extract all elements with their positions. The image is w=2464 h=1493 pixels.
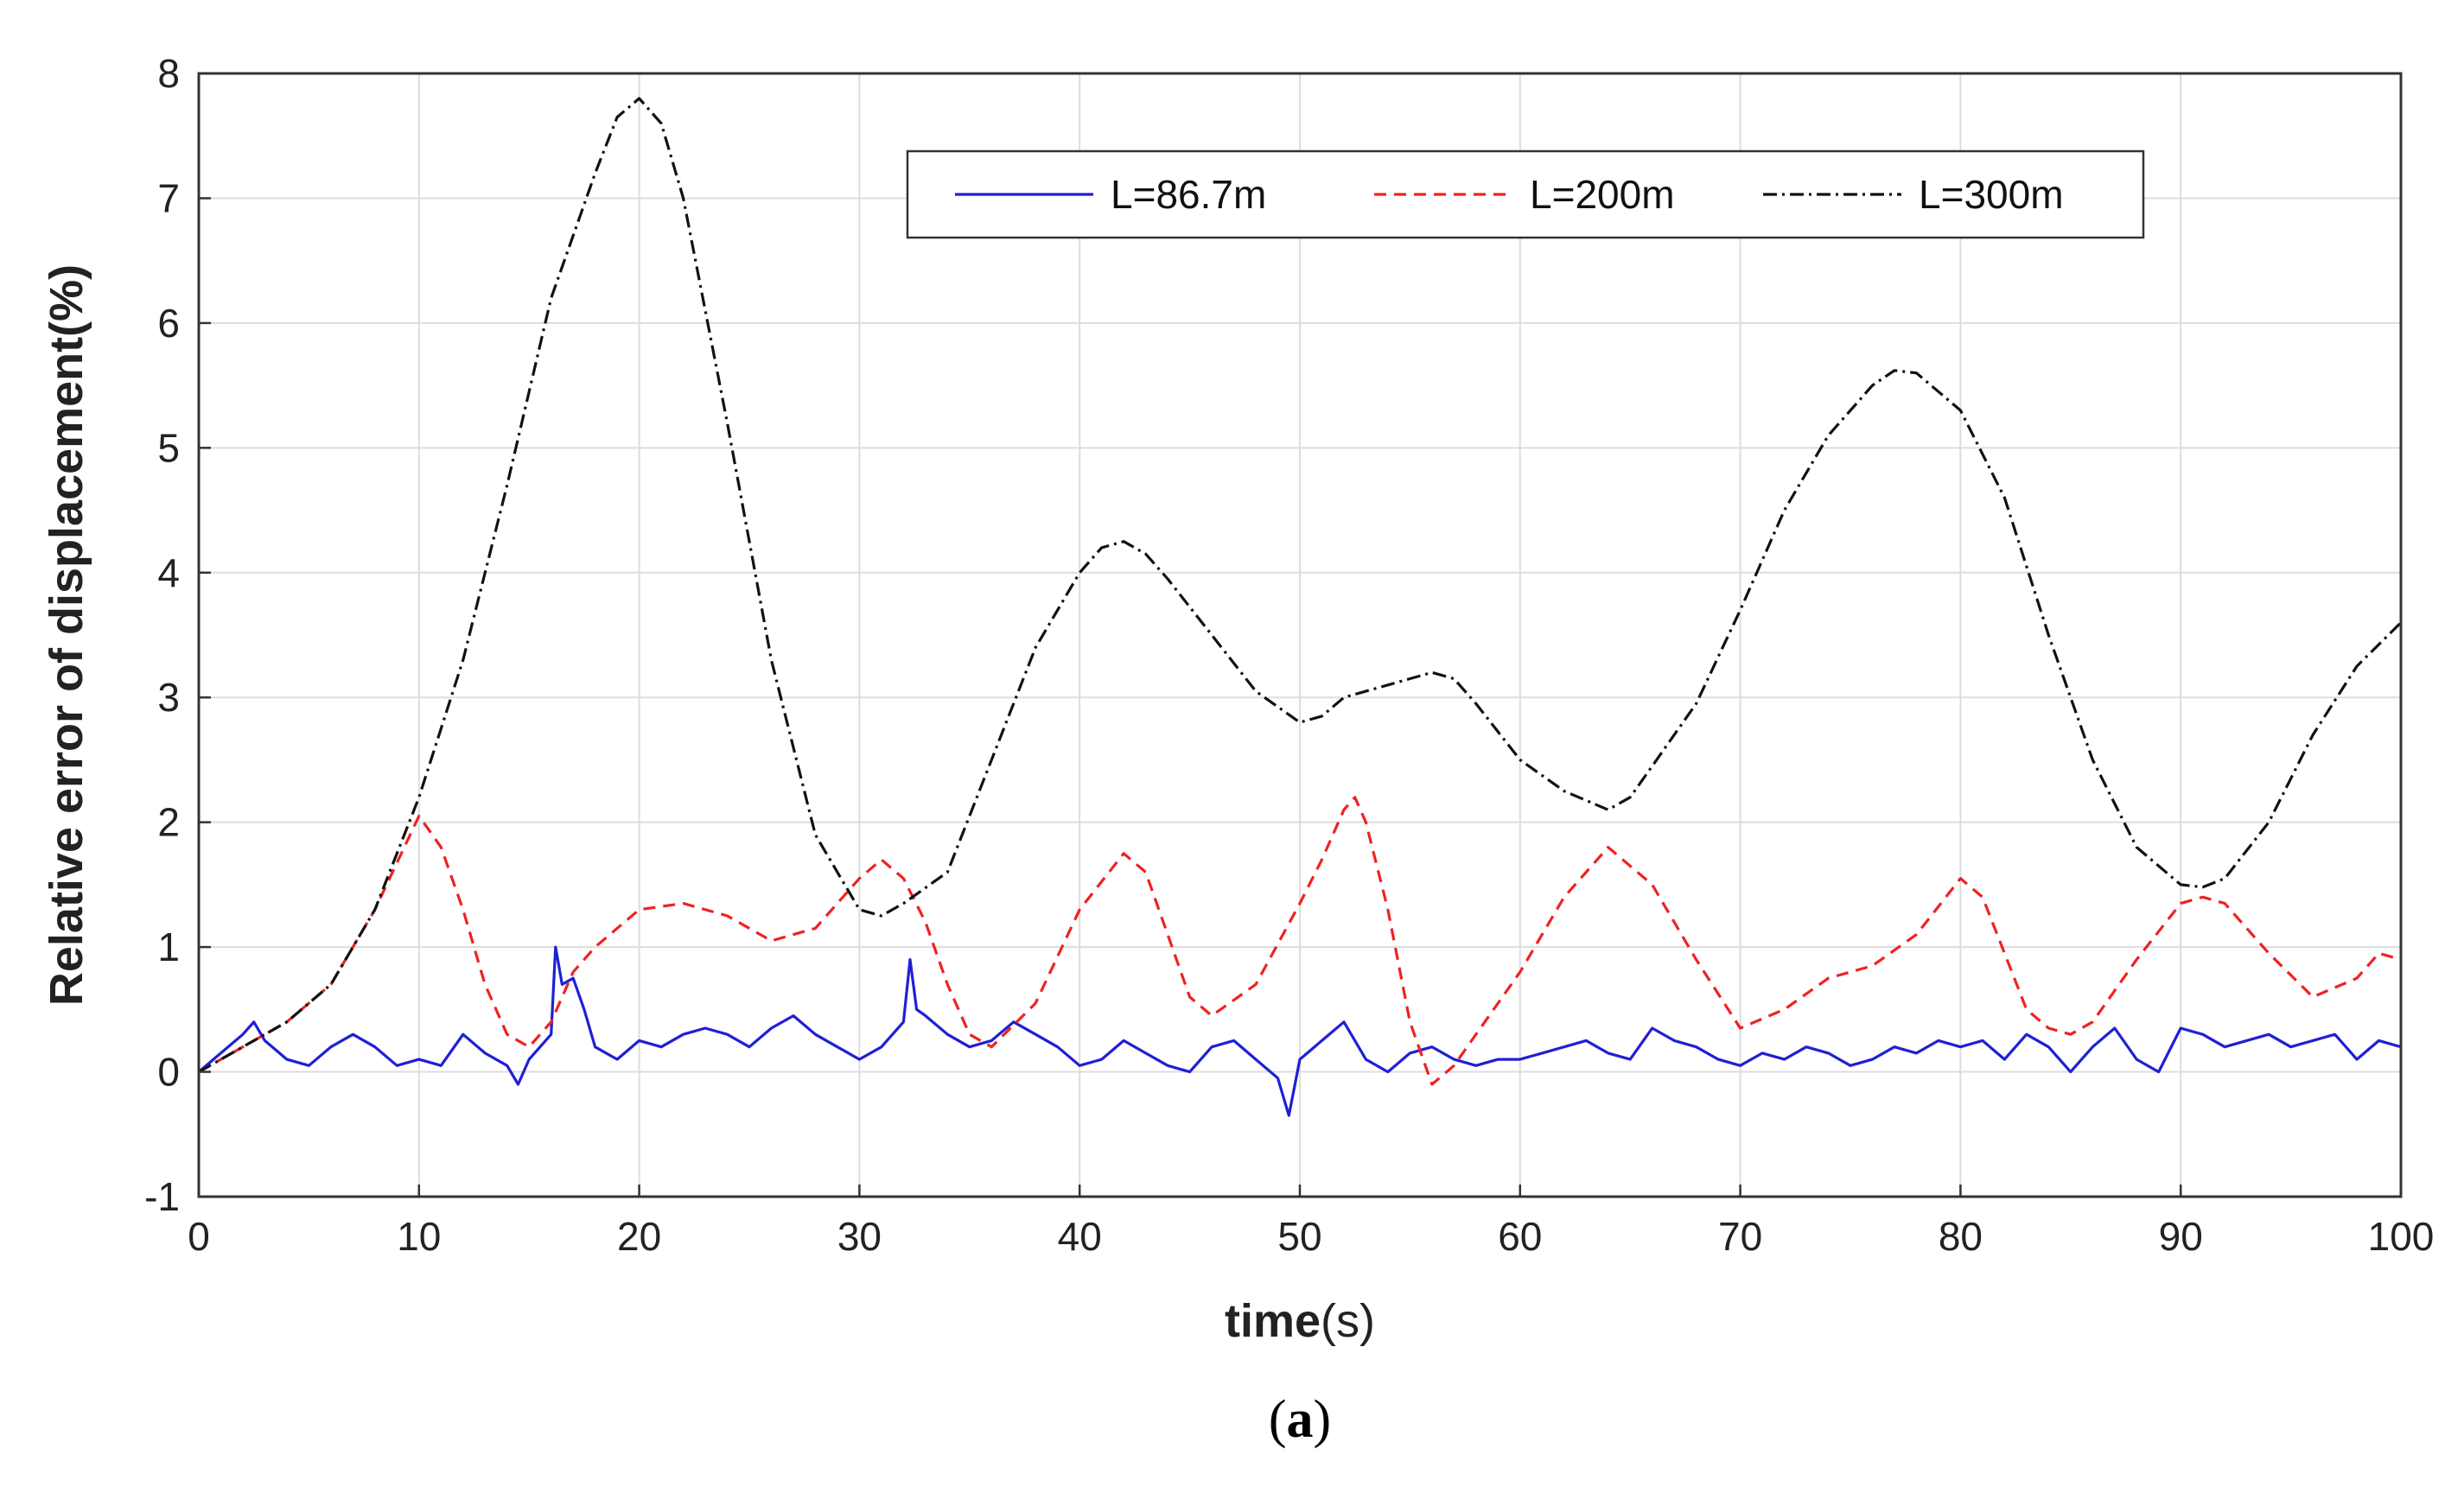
legend-label-1: L=86.7m (1111, 172, 1266, 217)
series-layer (197, 97, 2403, 1117)
x-tick-label: 30 (837, 1214, 882, 1259)
y-axis-label: Relative error of displacement(%) (41, 264, 92, 1006)
series-line-2 (198, 796, 2402, 1086)
y-tick-label: 1 (157, 924, 180, 969)
x-axis-label-bold: time (1225, 1295, 1321, 1347)
caption-close-paren: ) (1314, 1390, 1332, 1449)
x-tick-label: 100 (2368, 1214, 2435, 1259)
legend-label-3: L=300m (1919, 172, 2064, 217)
legend: L=86.7m L=200m L=300m (906, 149, 2145, 239)
x-tick-label: 20 (617, 1214, 661, 1259)
legend-box (906, 149, 2145, 239)
x-tick-label: 0 (188, 1214, 210, 1259)
caption-letter: a (1287, 1390, 1314, 1449)
y-tick-label: 8 (157, 51, 180, 96)
x-axis-label-unit: (s) (1321, 1295, 1375, 1347)
y-tick-label: 6 (157, 301, 180, 346)
y-tick-label: 5 (157, 425, 180, 470)
figure-caption: (a) (1269, 1390, 1331, 1449)
series-line-3 (198, 97, 2403, 1073)
y-tick-label: 7 (157, 175, 180, 220)
y-tick-label: 2 (157, 800, 180, 845)
x-tick-label: 90 (2159, 1214, 2203, 1259)
x-tick-label: 60 (1498, 1214, 1542, 1259)
y-tick-label: 0 (157, 1050, 180, 1095)
x-tick-label: 70 (1718, 1214, 1762, 1259)
x-tick-label: 40 (1058, 1214, 1102, 1259)
x-tick-label: 50 (1277, 1214, 1321, 1259)
legend-label-2: L=200m (1530, 172, 1675, 217)
y-tick-label: -1 (144, 1174, 180, 1219)
y-tick-label: 4 (157, 550, 180, 595)
series-line-1 (197, 945, 2402, 1117)
x-tick-label: 80 (1939, 1214, 1983, 1259)
x-axis-label: time(s) (1225, 1295, 1375, 1347)
x-tick-label: 10 (397, 1214, 441, 1259)
caption-open-paren: ( (1269, 1390, 1287, 1449)
y-tick-label: 3 (157, 675, 180, 720)
